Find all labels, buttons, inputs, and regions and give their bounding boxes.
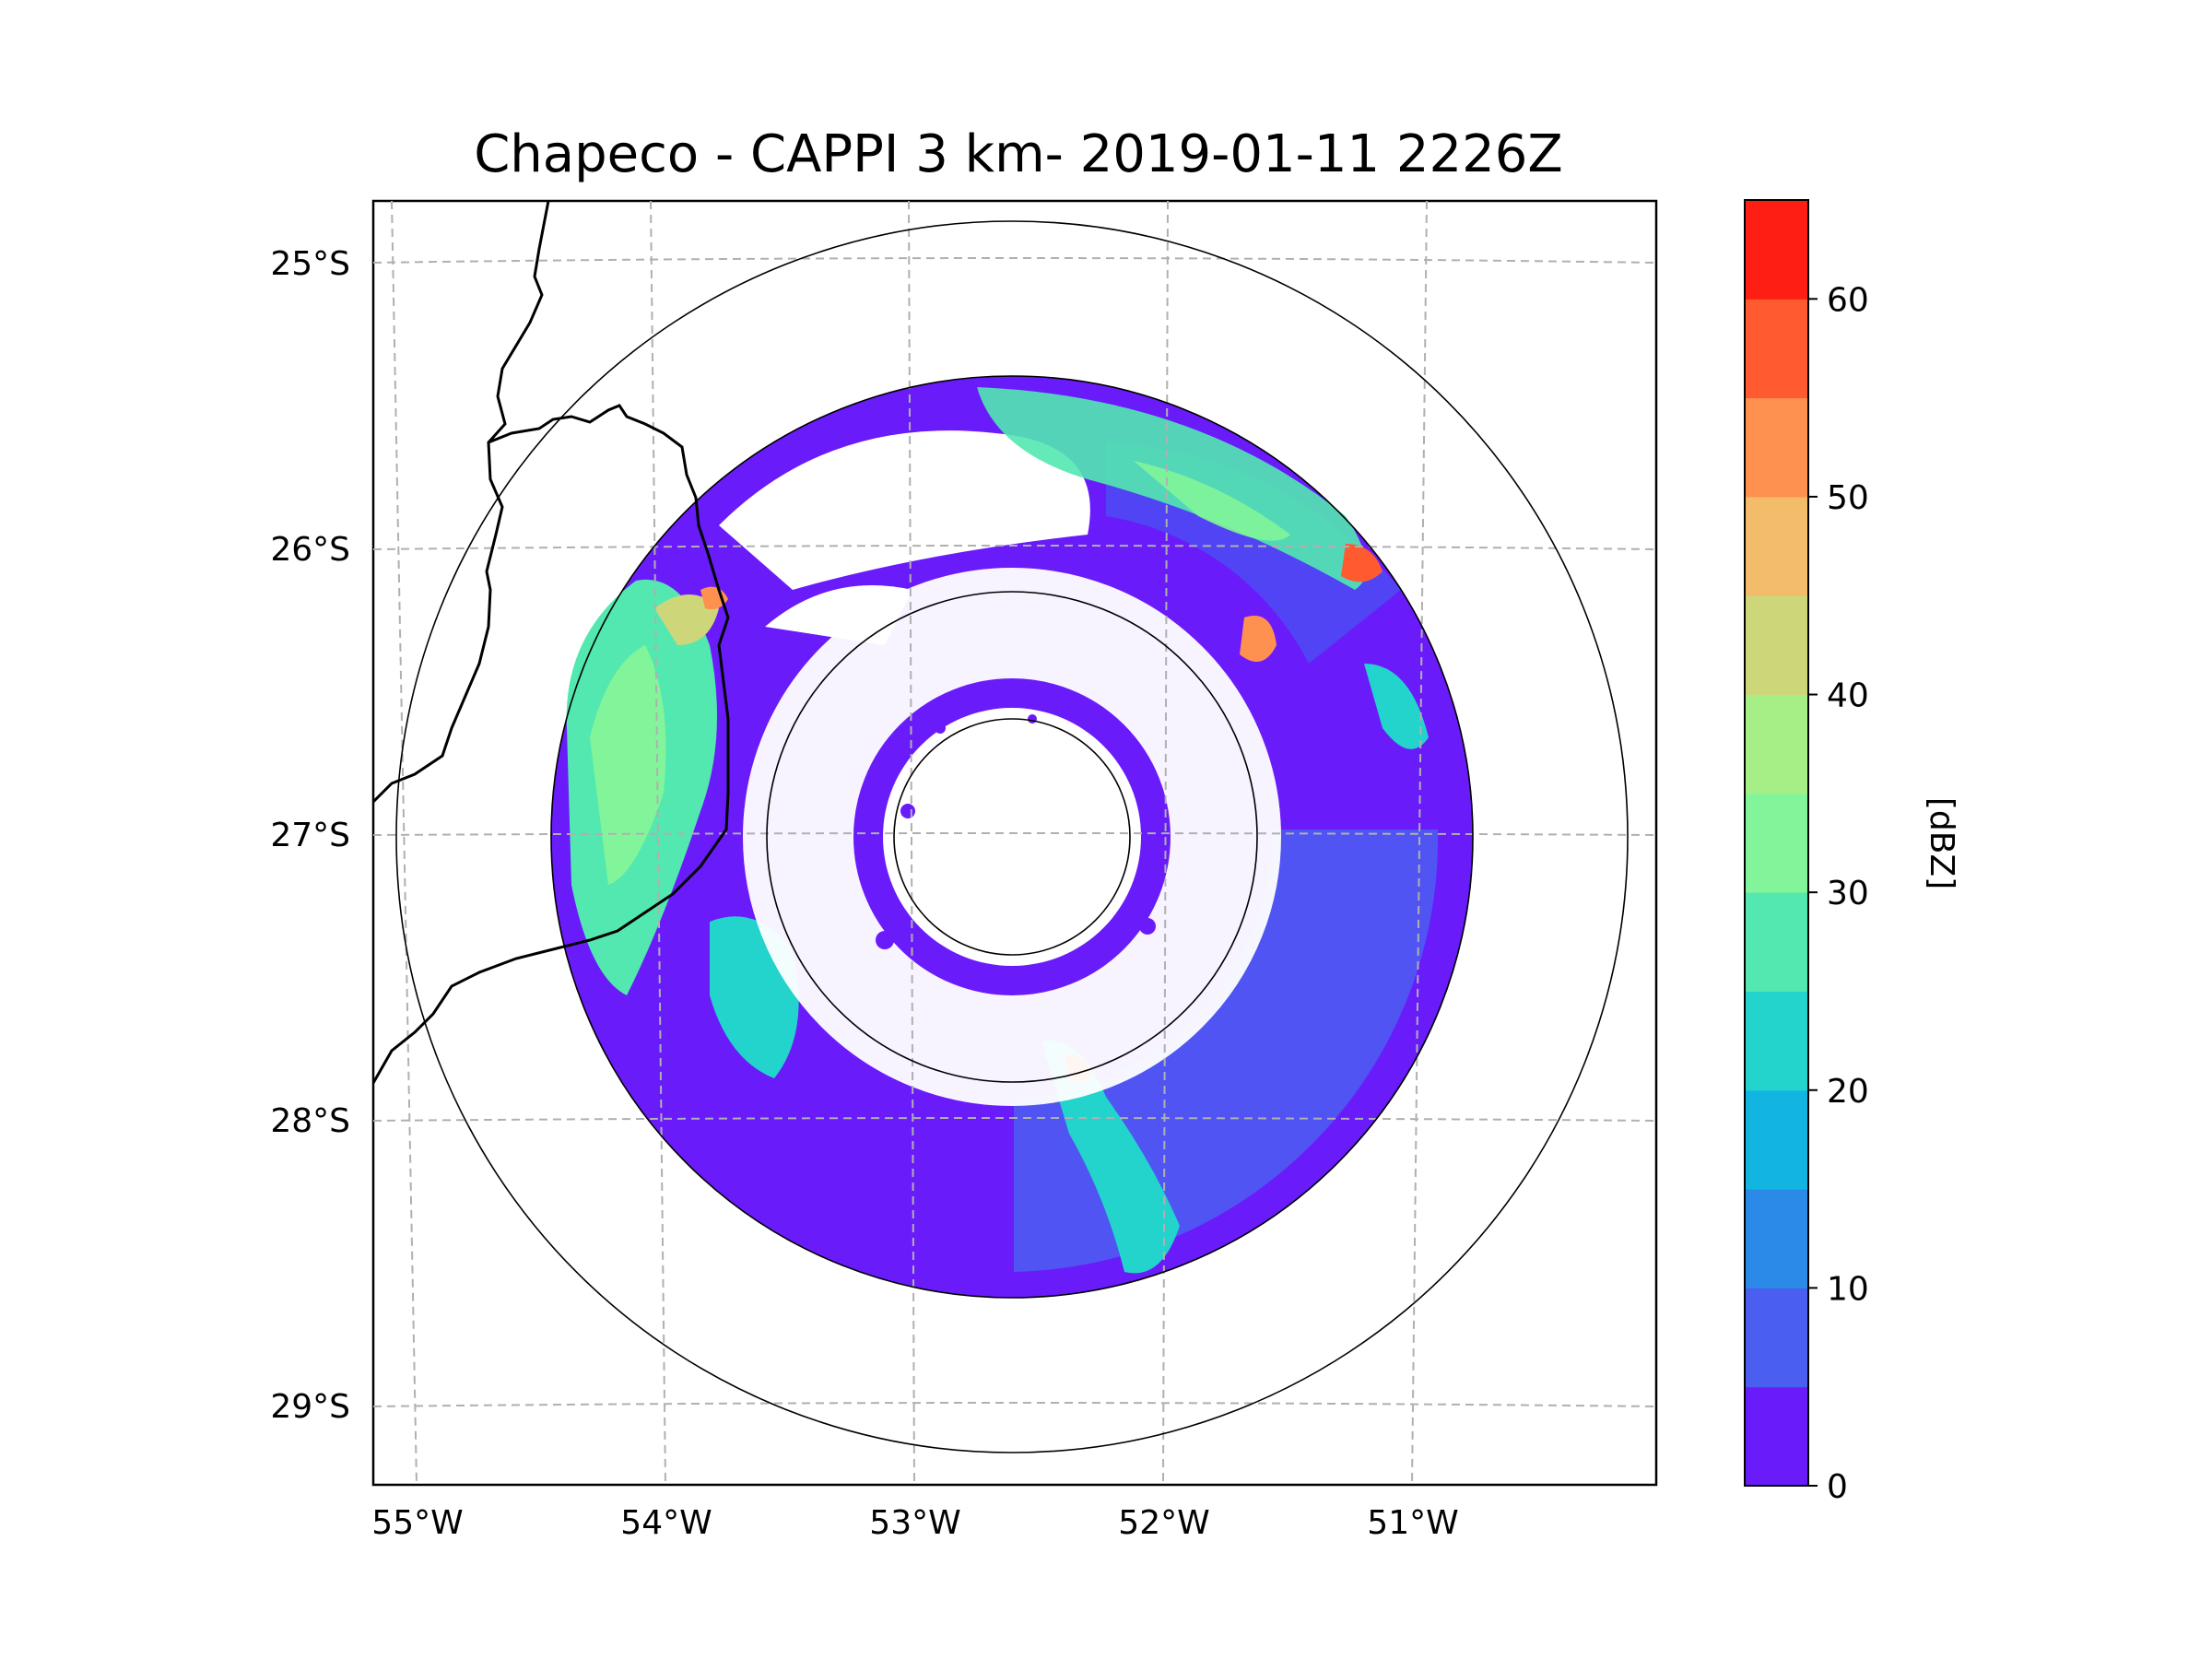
chart-title: Chapeco - CAPPI 3 km- 2019-01-11 2226Z (474, 124, 1563, 184)
colorbar-segment (1745, 1089, 1808, 1190)
colorbar-frame (1744, 199, 1809, 1487)
colorbar-segment (1745, 892, 1808, 992)
colorbar-tick-label: 60 (1827, 281, 1869, 319)
colorbar-tick-label: 10 (1827, 1270, 1869, 1308)
colorbar-tick-label: 40 (1827, 677, 1869, 715)
colorbar-segment (1745, 793, 1808, 893)
colorbar-segment (1745, 397, 1808, 498)
colorbar-segment (1745, 299, 1808, 399)
colorbar-segment (1745, 1386, 1808, 1487)
colorbar-tick-label: 20 (1827, 1073, 1869, 1111)
colorbar-segment (1745, 496, 1808, 596)
lon-tick-label: 55°W (371, 1504, 463, 1542)
colorbar-tick-label: 0 (1827, 1468, 1848, 1506)
lat-tick-label: 27°S (270, 817, 350, 854)
lat-tick-label: 25°S (270, 245, 350, 283)
colorbar-segment (1745, 595, 1808, 696)
lat-tick-label: 28°S (270, 1102, 350, 1140)
colorbar-tick-label: 50 (1827, 479, 1869, 517)
colorbar-segment (1745, 694, 1808, 794)
borders (373, 201, 730, 1084)
colorbar-tick-label: 30 (1827, 875, 1869, 912)
lon-tick-label: 52°W (1118, 1504, 1209, 1542)
colorbar-segment (1745, 1189, 1808, 1288)
reflectivity-field (551, 376, 1473, 1298)
lat-tick-label: 29°S (270, 1388, 350, 1426)
colorbar-segment (1745, 1288, 1808, 1388)
colorbar-segment (1745, 200, 1808, 300)
colorbar-label: [dBZ] (1923, 797, 1960, 889)
colorbar: 0 10 20 30 40 50 60 (1744, 199, 1869, 1506)
lon-tick-label: 51°W (1367, 1504, 1458, 1542)
lat-tick-label: 26°S (270, 531, 350, 569)
lon-axis: 55°W 54°W 53°W 52°W 51°W (371, 1504, 1458, 1542)
colorbar-segment (1745, 991, 1808, 1091)
range-rings (395, 220, 1629, 1453)
graticule (373, 201, 1656, 1485)
lon-tick-label: 54°W (620, 1504, 712, 1542)
lon-tick-label: 53°W (869, 1504, 960, 1542)
lat-axis: 25°S 26°S 27°S 28°S 29°S (270, 245, 350, 1426)
